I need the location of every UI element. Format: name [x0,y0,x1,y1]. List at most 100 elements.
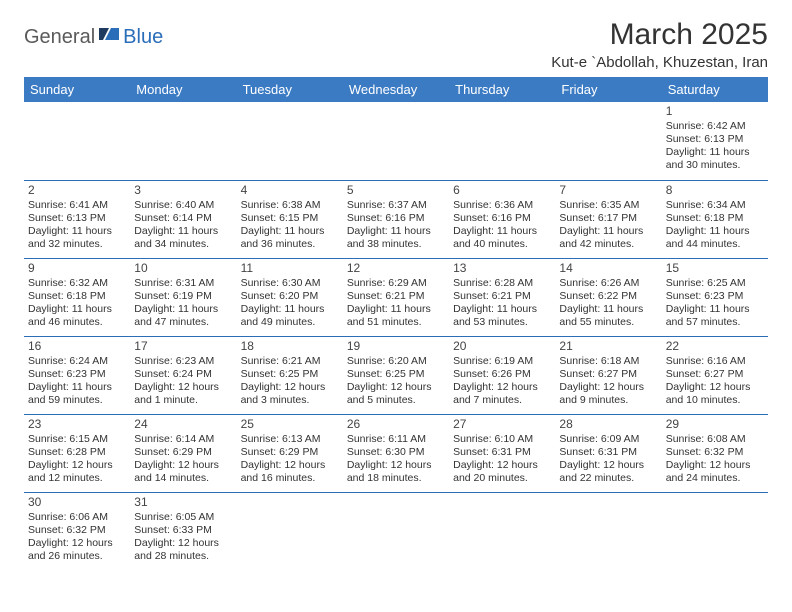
sunset-text: Sunset: 6:27 PM [666,368,764,381]
sunrise-text: Sunrise: 6:36 AM [453,199,551,212]
calendar-cell: 5Sunrise: 6:37 AMSunset: 6:16 PMDaylight… [343,180,449,258]
sunset-text: Sunset: 6:27 PM [559,368,657,381]
weekday-header: Tuesday [237,77,343,102]
day-number: 30 [28,495,126,510]
weekday-header: Saturday [662,77,768,102]
daylight-text: Daylight: 11 hours and 59 minutes. [28,381,126,407]
calendar-body: 1Sunrise: 6:42 AMSunset: 6:13 PMDaylight… [24,102,768,570]
day-number: 7 [559,183,657,198]
calendar-cell: 7Sunrise: 6:35 AMSunset: 6:17 PMDaylight… [555,180,661,258]
sunset-text: Sunset: 6:16 PM [453,212,551,225]
sunrise-text: Sunrise: 6:19 AM [453,355,551,368]
daylight-text: Daylight: 11 hours and 38 minutes. [347,225,445,251]
calendar-cell: 4Sunrise: 6:38 AMSunset: 6:15 PMDaylight… [237,180,343,258]
daylight-text: Daylight: 12 hours and 7 minutes. [453,381,551,407]
sunset-text: Sunset: 6:31 PM [559,446,657,459]
sunset-text: Sunset: 6:32 PM [666,446,764,459]
weekday-header: Friday [555,77,661,102]
sunrise-text: Sunrise: 6:25 AM [666,277,764,290]
sunrise-text: Sunrise: 6:23 AM [134,355,232,368]
brand-part2: Blue [123,26,163,49]
sunrise-text: Sunrise: 6:35 AM [559,199,657,212]
calendar-cell: 23Sunrise: 6:15 AMSunset: 6:28 PMDayligh… [24,414,130,492]
daylight-text: Daylight: 12 hours and 12 minutes. [28,459,126,485]
daylight-text: Daylight: 12 hours and 20 minutes. [453,459,551,485]
calendar-cell [130,102,236,180]
daylight-text: Daylight: 11 hours and 40 minutes. [453,225,551,251]
sunset-text: Sunset: 6:18 PM [666,212,764,225]
sunset-text: Sunset: 6:22 PM [559,290,657,303]
sunrise-text: Sunrise: 6:13 AM [241,433,339,446]
daylight-text: Daylight: 11 hours and 42 minutes. [559,225,657,251]
sunrise-text: Sunrise: 6:32 AM [28,277,126,290]
daylight-text: Daylight: 12 hours and 10 minutes. [666,381,764,407]
calendar-cell: 14Sunrise: 6:26 AMSunset: 6:22 PMDayligh… [555,258,661,336]
sunset-text: Sunset: 6:15 PM [241,212,339,225]
calendar-cell: 3Sunrise: 6:40 AMSunset: 6:14 PMDaylight… [130,180,236,258]
day-number: 16 [28,339,126,354]
sunrise-text: Sunrise: 6:34 AM [666,199,764,212]
sunrise-text: Sunrise: 6:31 AM [134,277,232,290]
calendar-cell: 19Sunrise: 6:20 AMSunset: 6:25 PMDayligh… [343,336,449,414]
calendar-cell [555,102,661,180]
calendar-cell: 25Sunrise: 6:13 AMSunset: 6:29 PMDayligh… [237,414,343,492]
header: General Blue March 2025 Kut-e `Abdollah,… [24,18,768,71]
calendar-cell [662,492,768,570]
day-number: 28 [559,417,657,432]
day-number: 18 [241,339,339,354]
day-number: 3 [134,183,232,198]
daylight-text: Daylight: 11 hours and 55 minutes. [559,303,657,329]
calendar-cell [343,492,449,570]
calendar-cell [343,102,449,180]
daylight-text: Daylight: 11 hours and 36 minutes. [241,225,339,251]
calendar-table: SundayMondayTuesdayWednesdayThursdayFrid… [24,77,768,570]
day-number: 2 [28,183,126,198]
calendar-cell: 8Sunrise: 6:34 AMSunset: 6:18 PMDaylight… [662,180,768,258]
sunset-text: Sunset: 6:23 PM [666,290,764,303]
calendar-cell: 26Sunrise: 6:11 AMSunset: 6:30 PMDayligh… [343,414,449,492]
daylight-text: Daylight: 12 hours and 1 minute. [134,381,232,407]
daylight-text: Daylight: 12 hours and 26 minutes. [28,537,126,563]
calendar-cell: 10Sunrise: 6:31 AMSunset: 6:19 PMDayligh… [130,258,236,336]
daylight-text: Daylight: 11 hours and 32 minutes. [28,225,126,251]
daylight-text: Daylight: 11 hours and 34 minutes. [134,225,232,251]
sunrise-text: Sunrise: 6:06 AM [28,511,126,524]
daylight-text: Daylight: 12 hours and 28 minutes. [134,537,232,563]
calendar-page: General Blue March 2025 Kut-e `Abdollah,… [0,0,792,588]
daylight-text: Daylight: 11 hours and 49 minutes. [241,303,339,329]
sunrise-text: Sunrise: 6:09 AM [559,433,657,446]
brand-part1: General [24,26,95,49]
sunset-text: Sunset: 6:29 PM [134,446,232,459]
sunset-text: Sunset: 6:21 PM [453,290,551,303]
calendar-cell: 17Sunrise: 6:23 AMSunset: 6:24 PMDayligh… [130,336,236,414]
sunrise-text: Sunrise: 6:15 AM [28,433,126,446]
sunset-text: Sunset: 6:28 PM [28,446,126,459]
calendar-cell [24,102,130,180]
day-number: 19 [347,339,445,354]
daylight-text: Daylight: 11 hours and 47 minutes. [134,303,232,329]
sunrise-text: Sunrise: 6:26 AM [559,277,657,290]
day-number: 29 [666,417,764,432]
day-number: 10 [134,261,232,276]
sunrise-text: Sunrise: 6:05 AM [134,511,232,524]
sunset-text: Sunset: 6:13 PM [28,212,126,225]
daylight-text: Daylight: 12 hours and 22 minutes. [559,459,657,485]
daylight-text: Daylight: 11 hours and 44 minutes. [666,225,764,251]
calendar-cell: 30Sunrise: 6:06 AMSunset: 6:32 PMDayligh… [24,492,130,570]
calendar-cell: 29Sunrise: 6:08 AMSunset: 6:32 PMDayligh… [662,414,768,492]
sunrise-text: Sunrise: 6:14 AM [134,433,232,446]
daylight-text: Daylight: 12 hours and 18 minutes. [347,459,445,485]
calendar-cell: 28Sunrise: 6:09 AMSunset: 6:31 PMDayligh… [555,414,661,492]
daylight-text: Daylight: 11 hours and 51 minutes. [347,303,445,329]
calendar-cell: 13Sunrise: 6:28 AMSunset: 6:21 PMDayligh… [449,258,555,336]
weekday-header: Sunday [24,77,130,102]
sunset-text: Sunset: 6:31 PM [453,446,551,459]
sunrise-text: Sunrise: 6:08 AM [666,433,764,446]
calendar-cell [449,492,555,570]
day-number: 6 [453,183,551,198]
calendar-cell: 18Sunrise: 6:21 AMSunset: 6:25 PMDayligh… [237,336,343,414]
daylight-text: Daylight: 12 hours and 5 minutes. [347,381,445,407]
sunset-text: Sunset: 6:30 PM [347,446,445,459]
weekday-header: Thursday [449,77,555,102]
calendar-cell: 21Sunrise: 6:18 AMSunset: 6:27 PMDayligh… [555,336,661,414]
